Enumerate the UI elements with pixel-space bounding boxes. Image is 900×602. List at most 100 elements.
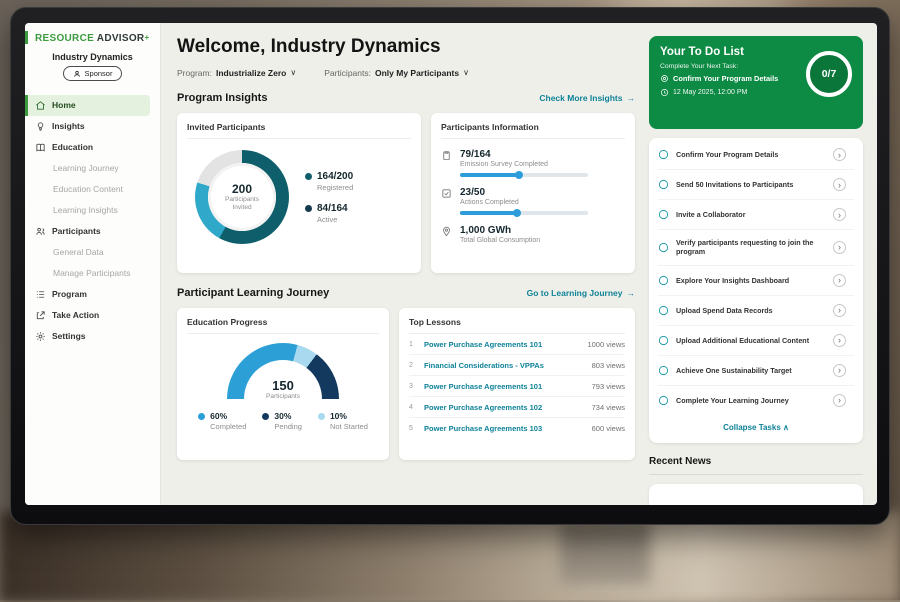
recent-news-title: Recent News xyxy=(649,456,863,475)
sidebar-item-participants[interactable]: Participants xyxy=(25,221,160,242)
todo-summary-card: Your To Do List Complete Your Next Task:… xyxy=(649,36,863,129)
chevron-right-icon[interactable]: › xyxy=(833,240,846,254)
logo-advisor: ADVISOR xyxy=(96,33,145,44)
legend-value: 10% xyxy=(329,411,347,421)
section-title: Program Insights xyxy=(177,92,268,104)
sidebar-item-education[interactable]: Education xyxy=(25,137,160,158)
lesson-row: 4 Power Purchase Agreements 102 734 view… xyxy=(409,397,625,418)
go-to-learning-journey-link[interactable]: Go to Learning Journey → xyxy=(527,288,635,298)
task-row[interactable]: Complete Your Learning Journey › xyxy=(658,386,854,415)
lesson-title-link[interactable]: Power Purchase Agreements 102 xyxy=(424,402,543,412)
logo-resource: RESOURCE xyxy=(35,33,95,44)
program-filter[interactable]: Program: Industrialize Zero ∨ xyxy=(177,68,296,78)
sidebar-item-take-action[interactable]: Take Action xyxy=(25,305,160,326)
sidebar-item-learning-insights[interactable]: Learning Insights xyxy=(25,200,160,221)
background-desk xyxy=(0,512,900,602)
link-label: Go to Learning Journey xyxy=(526,288,623,298)
participants-filter-label: Participants: xyxy=(324,68,371,78)
legend-value: 60% xyxy=(210,411,228,421)
task-label: Verify participants requesting to join t… xyxy=(676,238,814,257)
todo-progress-ring: 0/7 xyxy=(806,51,852,97)
app-logo: RESOURCE ADVISOR+ xyxy=(25,31,160,50)
sidebar-item-education-content[interactable]: Education Content xyxy=(25,179,160,200)
sidebar-item-manage-participants[interactable]: Manage Participants xyxy=(25,263,160,284)
participants-filter[interactable]: Participants: Only My Participants ∨ xyxy=(324,68,469,78)
sidebar-item-insights[interactable]: Insights xyxy=(25,116,160,137)
next-task-row[interactable]: Confirm Your Program Details xyxy=(660,74,852,83)
chevron-right-icon[interactable]: › xyxy=(833,178,846,191)
chevron-right-icon[interactable]: › xyxy=(833,208,846,221)
chevron-right-icon[interactable]: › xyxy=(833,393,846,407)
sidebar-item-program[interactable]: Program xyxy=(25,284,160,305)
legend-label: Pending xyxy=(274,422,302,431)
legend-dot xyxy=(317,413,325,420)
due-date-label: 12 May 2025, 12:00 PM xyxy=(673,89,748,96)
program-insights-header: Program Insights Check More Insights → xyxy=(177,92,635,104)
task-row[interactable]: Explore Your Insights Dashboard › xyxy=(658,266,854,296)
task-circle-icon xyxy=(658,305,669,315)
legend-label: Registered xyxy=(317,182,354,192)
sidebar-item-label: Take Action xyxy=(52,310,100,320)
donut-center-label: Participants Invited xyxy=(225,195,259,211)
legend-dot xyxy=(198,413,206,420)
lesson-views: 1000 views xyxy=(587,339,625,349)
chevron-down-icon: ∨ xyxy=(290,68,297,77)
sidebar-item-label: Education xyxy=(52,142,94,152)
task-row[interactable]: Achieve One Sustainability Target › xyxy=(658,356,854,386)
gauge-legend: 60% Completed 30% Pending xyxy=(187,411,379,442)
learning-journey-header: Participant Learning Journey Go to Learn… xyxy=(177,287,635,299)
emission-survey-row: 79/164 Emission Survey Completed xyxy=(441,149,625,179)
due-date-row: 12 May 2025, 12:00 PM xyxy=(660,88,852,97)
task-row[interactable]: Send 50 Invitations to Participants › xyxy=(658,170,854,200)
task-label: Send 50 Invitations to Participants xyxy=(676,179,794,189)
lesson-title-link[interactable]: Power Purchase Agreements 103 xyxy=(424,424,543,433)
lesson-title-link[interactable]: Power Purchase Agreements 101 xyxy=(424,339,543,349)
task-row[interactable]: Upload Spend Data Records › xyxy=(658,296,854,326)
task-row[interactable]: Verify participants requesting to join t… xyxy=(658,230,854,266)
stat-label: Emission Survey Completed xyxy=(460,161,548,168)
lesson-title-link[interactable]: Power Purchase Agreements 101 xyxy=(424,381,543,391)
lesson-title-link[interactable]: Financial Considerations - VPPAs xyxy=(424,360,544,370)
chevron-right-icon[interactable]: › xyxy=(833,303,846,317)
list-icon xyxy=(36,290,45,298)
legend-value: 84/164 xyxy=(317,202,348,214)
chevron-right-icon[interactable]: › xyxy=(833,333,846,347)
task-circle-icon xyxy=(658,209,669,220)
sidebar-nav: Home Insights Education Learning Journey… xyxy=(25,94,160,347)
task-circle-icon xyxy=(658,179,669,190)
card-title: Education Progress xyxy=(187,317,379,334)
chevron-right-icon[interactable]: › xyxy=(833,148,846,161)
task-row[interactable]: Upload Additional Educational Content › xyxy=(658,326,854,356)
gauge-center-value: 150 xyxy=(272,378,294,393)
location-pin-icon xyxy=(443,226,450,237)
collapse-tasks-link[interactable]: Collapse Tasks ∧ xyxy=(658,415,854,441)
sponsor-badge[interactable]: Sponsor xyxy=(62,66,123,81)
education-gauge-chart: 150 Participants xyxy=(227,343,339,399)
chevron-right-icon[interactable]: › xyxy=(833,363,846,377)
page-title: Welcome, Industry Dynamics xyxy=(177,36,441,57)
check-more-insights-link[interactable]: Check More Insights → xyxy=(539,93,635,103)
org-name: Industry Dynamics xyxy=(52,52,133,62)
lesson-rank: 4 xyxy=(409,403,413,411)
sidebar-item-settings[interactable]: Settings xyxy=(25,326,160,347)
progress-bar xyxy=(460,171,588,179)
sidebar-item-home[interactable]: Home xyxy=(25,94,150,116)
target-icon xyxy=(661,75,668,82)
task-row[interactable]: Invite a Collaborator › xyxy=(658,200,854,230)
todo-title: Your To Do List xyxy=(660,46,744,58)
sidebar-item-learning-journey[interactable]: Learning Journey xyxy=(25,158,160,179)
card-title: Participants Information xyxy=(441,122,625,139)
brand-accent-bar xyxy=(25,31,28,44)
task-circle-icon xyxy=(658,275,669,285)
org-block: Industry Dynamics Sponsor xyxy=(25,50,160,91)
sidebar-item-general-data[interactable]: General Data xyxy=(25,242,160,263)
next-task-label: Confirm Your Program Details xyxy=(673,74,779,83)
lesson-row: 2 Financial Considerations - VPPAs 803 v… xyxy=(409,355,625,376)
task-row[interactable]: Confirm Your Program Details › xyxy=(658,140,854,170)
lesson-row: 3 Power Purchase Agreements 101 793 view… xyxy=(409,376,625,397)
chevron-right-icon[interactable]: › xyxy=(833,273,846,287)
logo-plus: + xyxy=(144,33,150,42)
chevron-down-icon: ∨ xyxy=(463,68,469,77)
legend-label: Not Started xyxy=(329,422,368,431)
filters-row: Program: Industrialize Zero ∨ Participan… xyxy=(177,68,635,78)
